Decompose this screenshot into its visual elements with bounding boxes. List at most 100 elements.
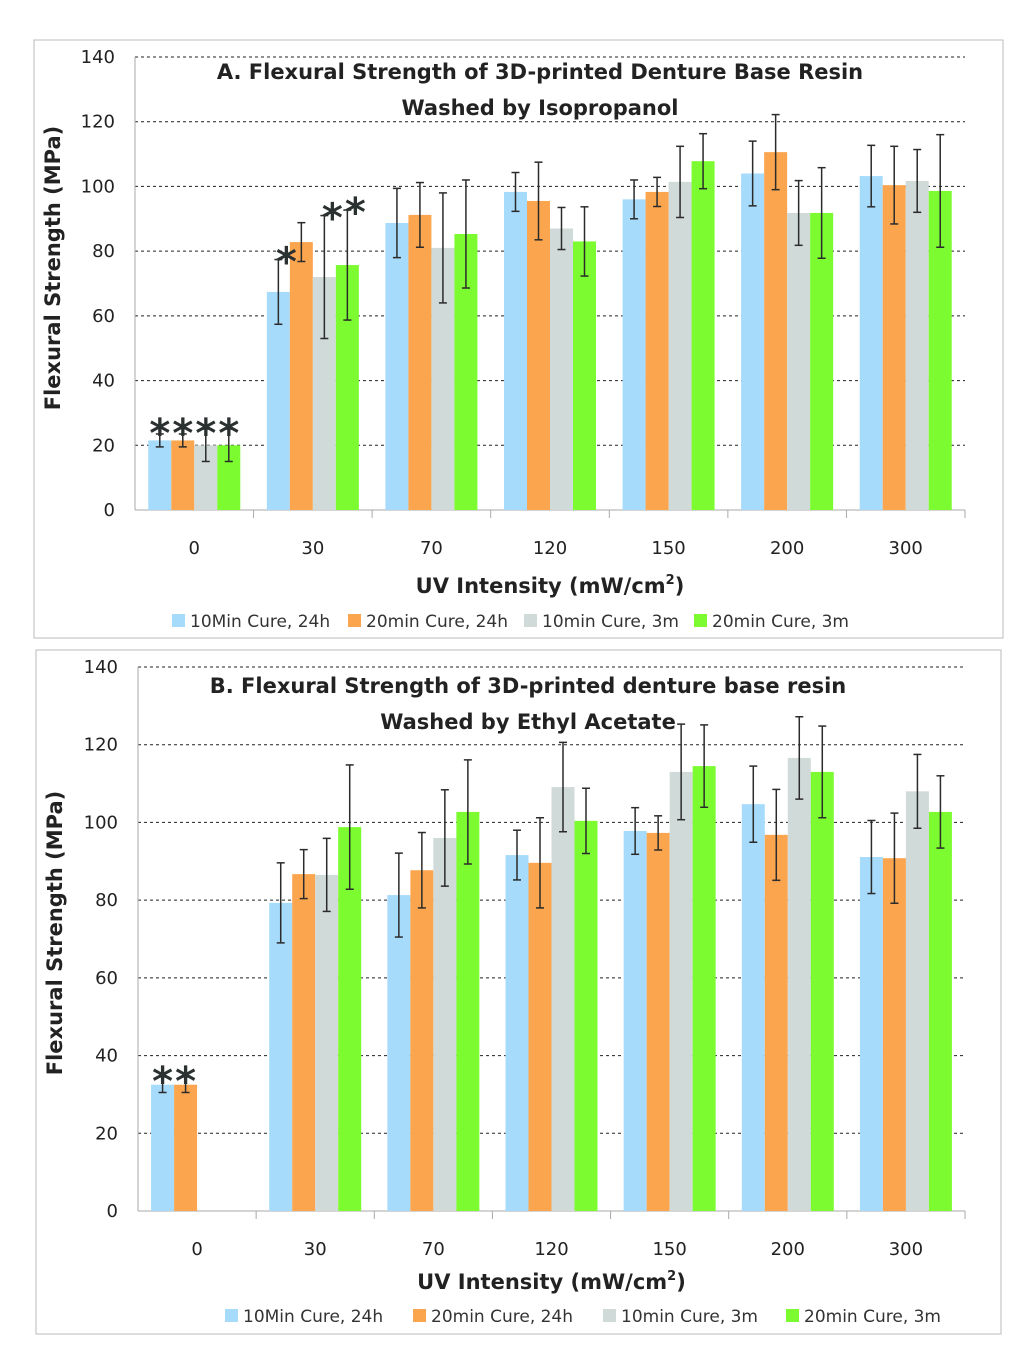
- bar: [385, 222, 409, 511]
- legend-label: 20min Cure, 24h: [431, 1307, 573, 1327]
- bar: [573, 241, 596, 510]
- chart-title: A. Flexural Strength of 3D-printed Dentu…: [217, 60, 863, 84]
- bar: [741, 804, 765, 1211]
- x-tick-label: 70: [422, 1239, 445, 1260]
- y-tick-label: 120: [81, 112, 115, 133]
- bar: [551, 787, 575, 1211]
- y-tick-label: 40: [92, 371, 115, 392]
- bar: [174, 1084, 198, 1211]
- bar: [623, 830, 647, 1211]
- chart-title: B. Flexural Strength of 3D-printed dentu…: [210, 674, 846, 698]
- significance-marker: *: [345, 190, 366, 236]
- bar: [433, 837, 457, 1211]
- bar: [741, 173, 765, 510]
- bar: [408, 214, 432, 510]
- x-tick-label: 300: [889, 538, 923, 559]
- y-tick-label: 40: [95, 1046, 118, 1067]
- bar: [431, 247, 455, 510]
- bar: [810, 212, 834, 510]
- bar: [928, 190, 952, 511]
- bar: [269, 902, 293, 1211]
- x-tick-label: 0: [189, 538, 200, 559]
- x-tick-label: 120: [533, 538, 567, 559]
- chart-frame: [35, 649, 1002, 1335]
- legend-label: 20min Cure, 3m: [804, 1307, 941, 1327]
- bar: [787, 757, 811, 1211]
- bar: [550, 228, 573, 510]
- x-tick-label: 70: [420, 538, 443, 559]
- bar: [574, 820, 598, 1211]
- bar: [335, 265, 359, 510]
- significance-marker: *: [276, 240, 297, 286]
- bar: [410, 870, 434, 1211]
- bar: [528, 862, 552, 1211]
- bar: [859, 857, 883, 1211]
- y-tick-label: 0: [107, 1201, 118, 1222]
- legend-label: 20min Cure, 3m: [712, 612, 849, 632]
- legend-swatch: [786, 1309, 799, 1322]
- bar: [171, 440, 195, 510]
- bar: [764, 152, 788, 510]
- x-axis-label: UV Intensity (mW/cm2): [416, 573, 685, 598]
- x-tick-label: 150: [651, 538, 685, 559]
- legend-label: 20min Cure, 24h: [366, 612, 508, 632]
- bar: [312, 277, 336, 510]
- y-tick-label: 120: [84, 735, 118, 756]
- significance-marker: *: [322, 196, 343, 242]
- bar: [905, 791, 929, 1211]
- bar: [292, 874, 316, 1211]
- bar: [764, 834, 788, 1211]
- x-tick-label: 150: [652, 1239, 686, 1260]
- y-tick-label: 140: [84, 657, 118, 678]
- x-tick-label: 30: [304, 1239, 327, 1260]
- chart-title: Washed by Ethyl Acetate: [380, 710, 676, 734]
- bar: [454, 233, 478, 510]
- legend-swatch: [603, 1309, 616, 1322]
- bar: [882, 185, 906, 511]
- bar: [505, 855, 529, 1211]
- x-tick-label: 300: [889, 1239, 923, 1260]
- legend-swatch: [524, 614, 537, 627]
- bar: [905, 180, 929, 510]
- bar: [859, 176, 883, 510]
- significance-marker: *: [172, 411, 193, 457]
- chart-frame: [33, 39, 1004, 639]
- bar: [504, 191, 527, 510]
- x-tick-label: 0: [191, 1239, 202, 1260]
- x-tick-label: 200: [771, 1239, 805, 1260]
- y-tick-label: 100: [81, 176, 115, 197]
- bar: [645, 191, 669, 510]
- y-tick-label: 80: [95, 890, 118, 911]
- bar: [527, 200, 550, 510]
- chart-b: 0 20 40 60 80 100 120 140 0 * * 30 70 120 150 200 300 B. …: [35, 649, 1002, 1335]
- y-tick-label: 80: [92, 241, 115, 262]
- bar: [266, 291, 290, 510]
- legend-label: 10Min Cure, 24h: [190, 612, 330, 632]
- bar: [810, 771, 834, 1211]
- bar: [151, 1084, 175, 1211]
- legend-swatch: [413, 1309, 426, 1322]
- x-axis-label: UV Intensity (mW/cm2): [417, 1269, 686, 1294]
- bar: [338, 827, 362, 1211]
- bar: [289, 242, 313, 510]
- bar: [456, 811, 480, 1211]
- significance-marker: *: [195, 411, 216, 457]
- bar: [315, 874, 339, 1211]
- bar: [692, 766, 716, 1211]
- bar: [646, 832, 670, 1211]
- legend-swatch: [172, 614, 185, 627]
- x-tick-label: 120: [534, 1239, 568, 1260]
- significance-marker: *: [149, 411, 170, 457]
- bar: [217, 445, 241, 510]
- bar: [882, 858, 906, 1211]
- significance-marker: *: [152, 1059, 173, 1105]
- legend-swatch: [694, 614, 707, 627]
- significance-marker: *: [218, 411, 239, 457]
- legend-label: 10Min Cure, 24h: [243, 1307, 383, 1327]
- legend-swatch: [348, 614, 361, 627]
- bar: [787, 212, 811, 510]
- y-tick-label: 60: [95, 968, 118, 989]
- bar: [668, 181, 692, 511]
- bar: [148, 440, 172, 510]
- y-tick-label: 0: [104, 500, 115, 521]
